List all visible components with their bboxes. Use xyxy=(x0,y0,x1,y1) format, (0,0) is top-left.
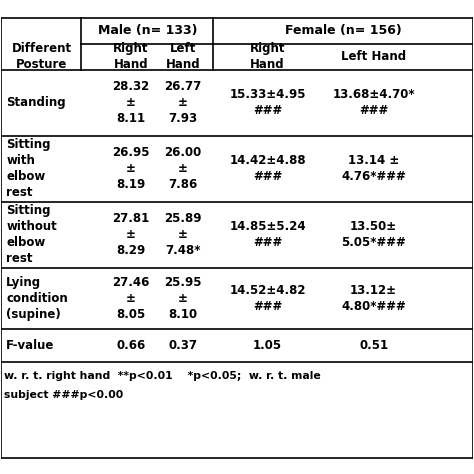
Text: Sitting
without
elbow
rest: Sitting without elbow rest xyxy=(6,204,57,265)
Text: Standing: Standing xyxy=(6,96,66,109)
Text: 13.50±
5.05*###: 13.50± 5.05*### xyxy=(341,220,406,249)
Text: Right
Hand: Right Hand xyxy=(113,43,149,72)
Text: Left
Hand: Left Hand xyxy=(165,43,200,72)
Text: Sitting
with
elbow
rest: Sitting with elbow rest xyxy=(6,138,51,199)
Text: 28.32
±
8.11: 28.32 ± 8.11 xyxy=(112,80,150,125)
Text: Female (n= 156): Female (n= 156) xyxy=(285,24,401,37)
Text: 26.95
±
8.19: 26.95 ± 8.19 xyxy=(112,146,150,191)
Text: 13.12±
4.80*###: 13.12± 4.80*### xyxy=(341,284,406,313)
Text: 25.89
±
7.48*: 25.89 ± 7.48* xyxy=(164,212,201,257)
Text: 0.51: 0.51 xyxy=(359,339,388,352)
Text: 14.85±5.24
###: 14.85±5.24 ### xyxy=(229,220,306,249)
Text: 14.42±4.88
###: 14.42±4.88 ### xyxy=(229,154,306,183)
Text: w. r. t. right hand  **p<0.01    *p<0.05;  w. r. t. male: w. r. t. right hand **p<0.01 *p<0.05; w.… xyxy=(4,371,320,381)
Text: Right
Hand: Right Hand xyxy=(250,43,285,72)
Text: 0.66: 0.66 xyxy=(116,339,146,352)
Text: 27.46
±
8.05: 27.46 ± 8.05 xyxy=(112,276,150,321)
Text: 13.14 ±
4.76*###: 13.14 ± 4.76*### xyxy=(341,154,406,183)
Text: Lying
condition
(supine): Lying condition (supine) xyxy=(6,276,68,321)
Text: 15.33±4.95
###: 15.33±4.95 ### xyxy=(229,88,306,117)
Text: 13.68±4.70*
###: 13.68±4.70* ### xyxy=(332,88,415,117)
Text: Different
Posture: Different Posture xyxy=(11,43,72,72)
Text: 0.37: 0.37 xyxy=(168,339,197,352)
Text: subject ###p<0.00: subject ###p<0.00 xyxy=(4,390,123,400)
Text: 27.81
±
8.29: 27.81 ± 8.29 xyxy=(112,212,150,257)
Text: 26.77
±
7.93: 26.77 ± 7.93 xyxy=(164,80,201,125)
Text: Male (n= 133): Male (n= 133) xyxy=(98,24,197,37)
Text: 14.52±4.82
###: 14.52±4.82 ### xyxy=(229,284,306,313)
Text: 26.00
±
7.86: 26.00 ± 7.86 xyxy=(164,146,201,191)
Text: F-value: F-value xyxy=(6,339,55,352)
Text: 25.95
±
8.10: 25.95 ± 8.10 xyxy=(164,276,201,321)
Text: Left Hand: Left Hand xyxy=(341,51,406,64)
Text: 1.05: 1.05 xyxy=(253,339,282,352)
